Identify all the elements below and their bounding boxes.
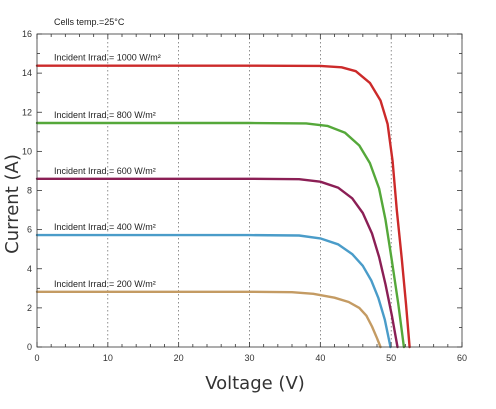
series-line-3 [35,233,392,349]
x-tick-label-0: 0 [34,353,39,363]
series-line-2 [35,177,399,349]
series-line-4 [35,290,382,349]
x-tick-label-50: 50 [386,353,396,363]
grid [107,34,392,347]
series-label-2: Incident Irrad.= 600 W/m² [54,166,156,176]
y-tick-label-10: 10 [22,146,32,156]
y-tick-label-6: 6 [27,225,32,235]
temperature-annotation: Cells temp.=25°C [54,17,125,27]
series-line-1 [35,121,406,349]
y-tick-label-16: 16 [22,29,32,39]
tick-labels: 0 10 20 30 40 50 60 0 2 4 6 8 10 12 14 16 [22,29,467,363]
ticks [36,33,463,348]
curve-labels: Incident Irrad.= 1000 W/m² Incident Irrad… [54,53,161,289]
y-tick-label-12: 12 [22,107,32,117]
y-tick-label-14: 14 [22,68,32,78]
series-label-3: Incident Irrad.= 400 W/m² [54,222,156,232]
y-tick-label-0: 0 [27,342,32,352]
y-axis-title: Current (A) [2,154,23,254]
x-tick-label-40: 40 [315,353,325,363]
x-tick-label-60: 60 [457,353,467,363]
x-tick-label-30: 30 [244,353,254,363]
x-tick-label-10: 10 [103,353,113,363]
curves [35,64,411,349]
series-line-0 [35,64,411,349]
y-tick-label-2: 2 [27,303,32,313]
x-tick-label-20: 20 [174,353,184,363]
series-label-1: Incident Irrad.= 800 W/m² [54,110,156,120]
series-label-0: Incident Irrad.= 1000 W/m² [54,53,161,63]
series-label-4: Incident Irrad.= 200 W/m² [54,279,156,289]
y-tick-label-8: 8 [27,186,32,196]
x-axis-title: Voltage (V) [205,373,305,394]
y-tick-label-4: 4 [27,264,32,274]
